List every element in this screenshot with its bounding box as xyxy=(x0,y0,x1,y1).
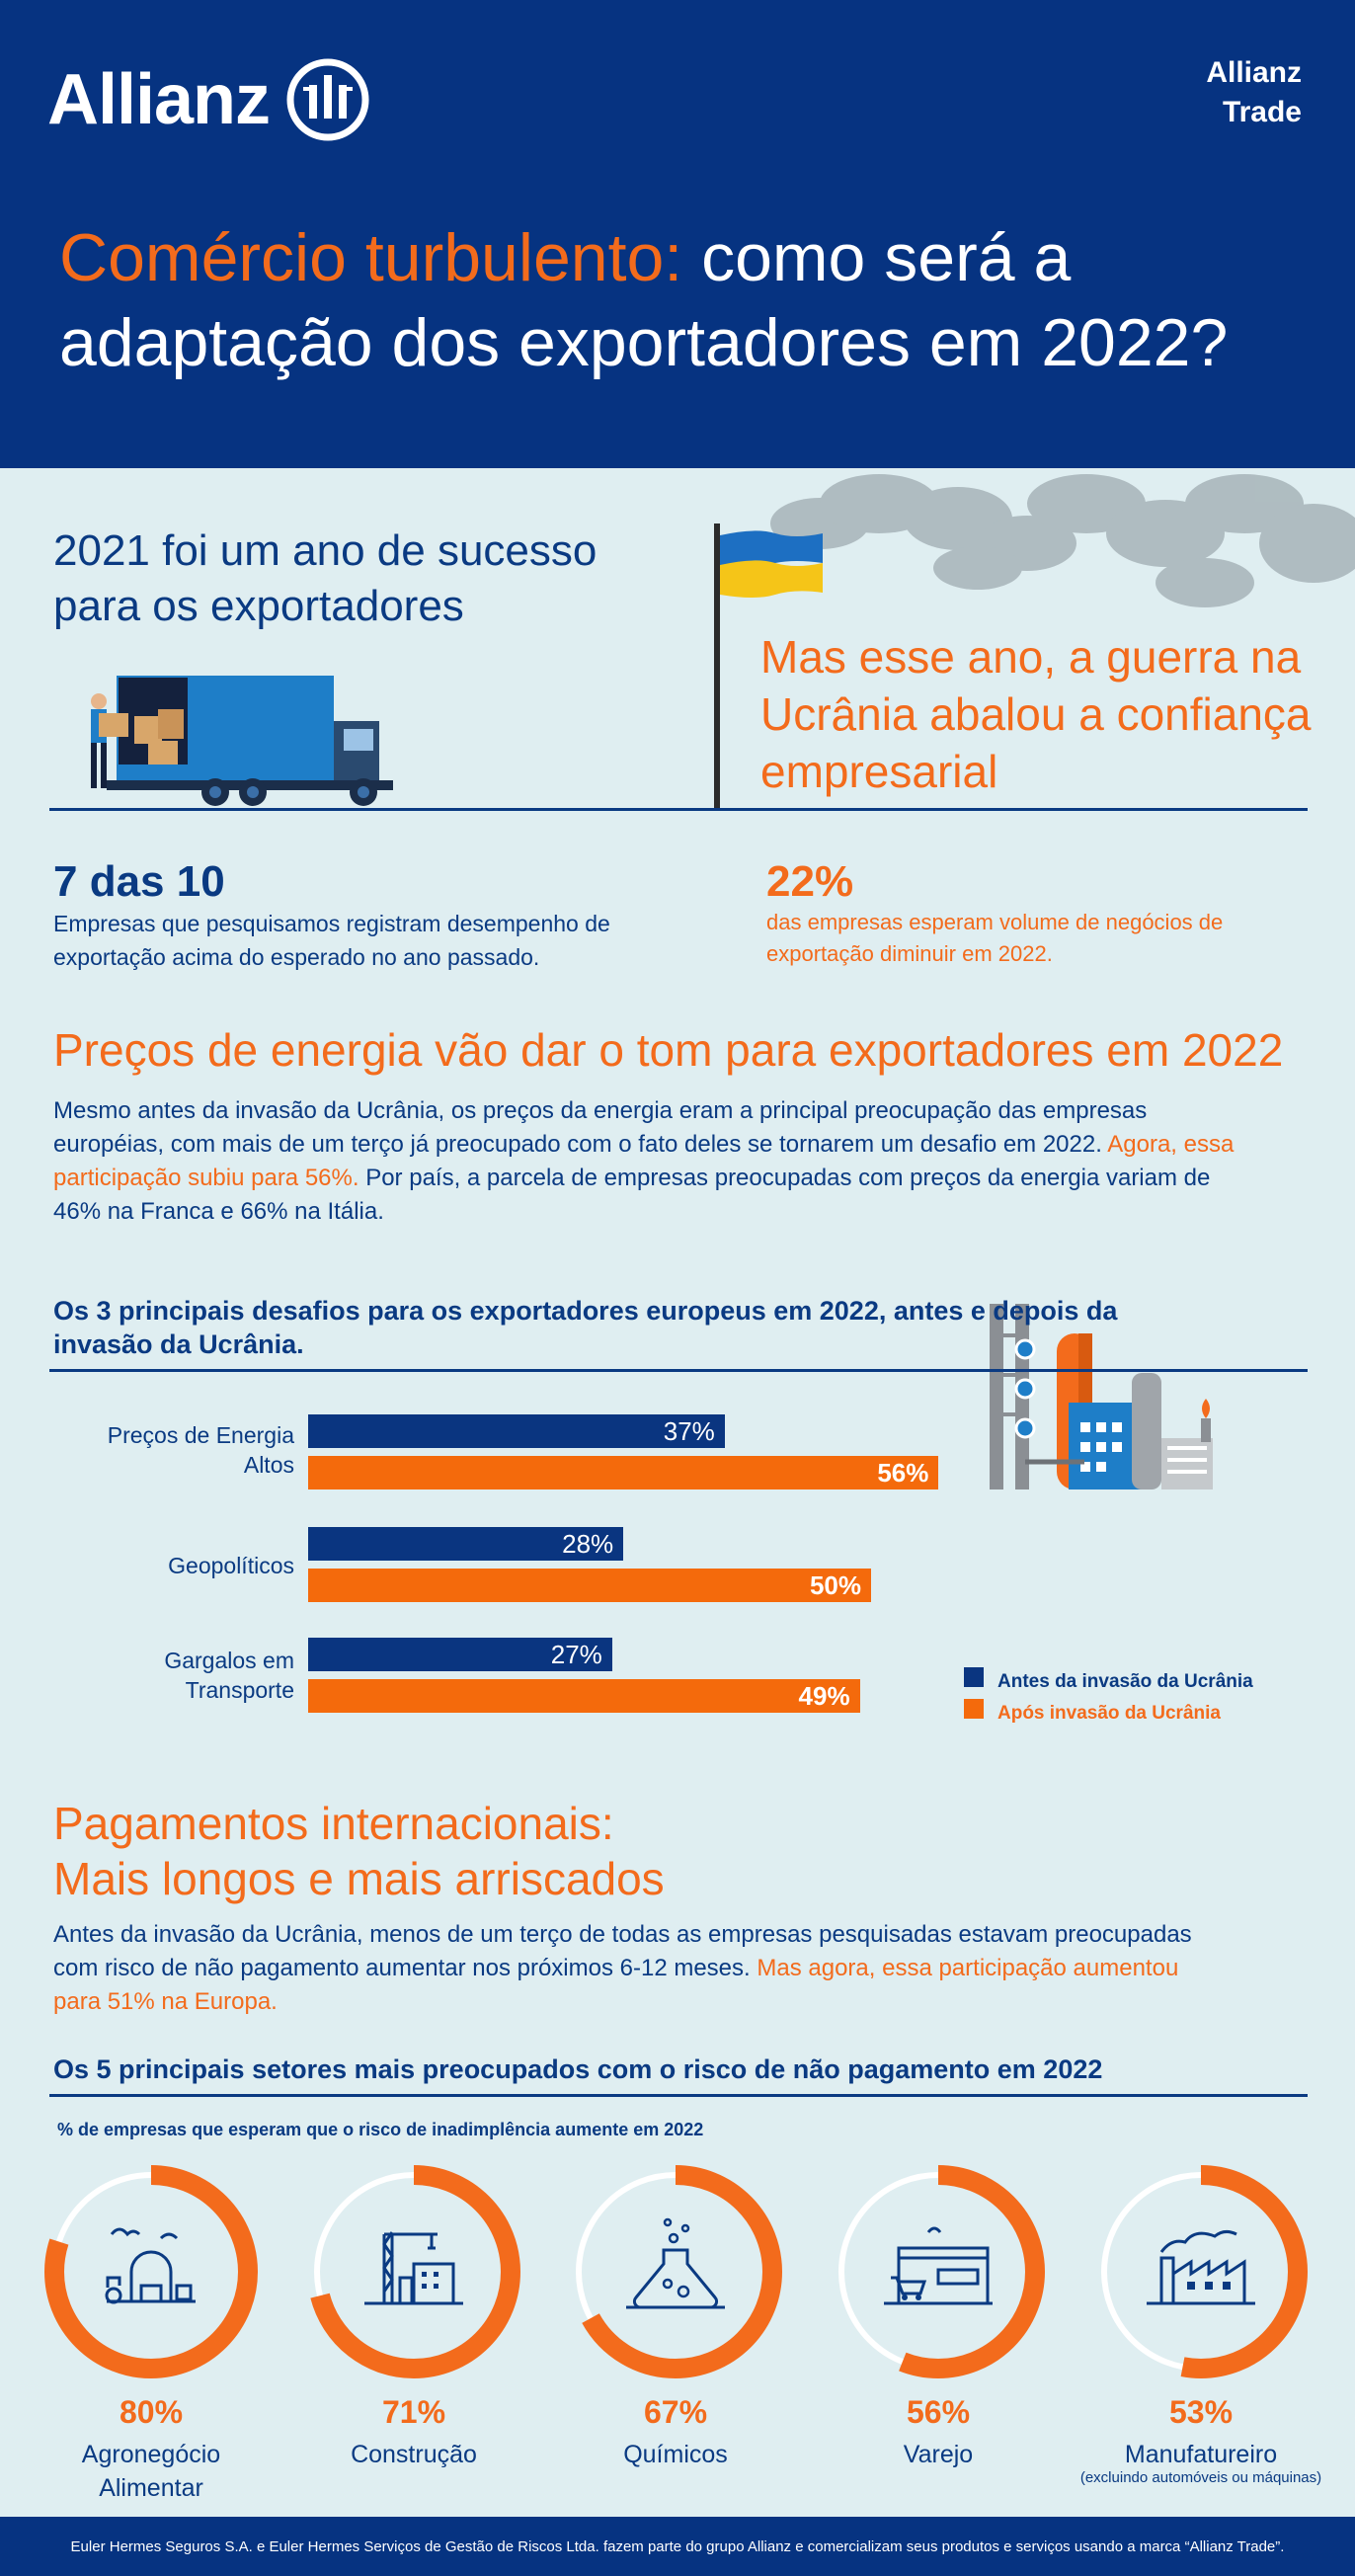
footer: Euler Hermes Seguros S.A. e Euler Hermes… xyxy=(0,2517,1355,2576)
legend-label-before: Antes da invasão da Ucrânia xyxy=(997,1671,1253,1692)
payments-paragraph: Antes da invasão da Ucrânia, menos de um… xyxy=(53,1918,1199,2019)
logo-text: Allianz xyxy=(47,60,271,139)
sector-donut xyxy=(44,2165,258,2378)
sectors-subtitle: % de empresas que esperam que o risco de… xyxy=(57,2120,704,2139)
sectors-title: Os 5 principais setores mais preocupados… xyxy=(53,2054,1103,2084)
sector-note: (excluindo automóveis ou máquinas) xyxy=(1079,2469,1322,2486)
sector-percent: 67% xyxy=(643,2394,708,2430)
payments-heading: Pagamentos internacionais: Mais longos e… xyxy=(53,1796,1238,1906)
construction-icon xyxy=(364,2231,463,2305)
payments-heading-line1: Pagamentos internacionais: xyxy=(53,1798,614,1849)
donut-fill xyxy=(569,2165,782,2378)
refinery-icon xyxy=(990,1304,1213,1489)
donut-fill xyxy=(832,2165,1045,2378)
bar-after: 49% xyxy=(308,1679,860,1713)
energy-heading: Preços de energia vão dar o tom para exp… xyxy=(53,1024,1284,1076)
stat-right-value: 22% xyxy=(766,857,854,906)
ukraine-flag-icon xyxy=(714,523,823,810)
chart-title: Os 3 principais desafios para os exporta… xyxy=(53,1296,1118,1359)
legend-swatch-after xyxy=(964,1699,984,1719)
bar-before: 28% xyxy=(308,1527,624,1561)
stat-left: 7 das 10 Empresas que pesquisamos regist… xyxy=(53,857,705,974)
sector-name: Manufatureiro xyxy=(1087,2438,1315,2471)
stat-left-text: Empresas que pesquisamos registram desem… xyxy=(53,911,610,970)
donut-fill xyxy=(44,2165,258,2378)
allianz-logo[interactable]: Allianz xyxy=(47,57,370,142)
stat-left-value: 7 das 10 xyxy=(53,857,225,906)
legend-label-after: Após invasão da Ucrânia xyxy=(997,1703,1221,1724)
bar-before: 27% xyxy=(308,1638,612,1671)
farm-icon xyxy=(105,2227,196,2304)
factory-icon xyxy=(1147,2229,1255,2305)
truck-icon xyxy=(91,676,393,806)
donut-fill xyxy=(1094,2165,1308,2378)
war-heading: Mas esse ano, a guerra na Ucrânia abalou… xyxy=(760,631,1312,797)
smoke-illustration xyxy=(770,474,1355,607)
sector-name: Varejo xyxy=(825,2438,1052,2471)
chart-category-label: Preços de Energia Altos xyxy=(40,1420,294,1480)
stat-right: 22% das empresas esperam volume de negóc… xyxy=(766,857,1319,970)
cat3-line2: Transporte xyxy=(185,1677,294,1703)
allianz-trade-brand: Allianz Trade xyxy=(1206,53,1302,132)
bar-value-label: 56% xyxy=(877,1458,929,1488)
energy-para-highlight: Agora, essa participação subiu para 56%. xyxy=(53,1131,1235,1191)
cat1-line2: Altos xyxy=(243,1452,294,1478)
bar-after: 56% xyxy=(308,1456,939,1489)
store-icon xyxy=(884,2226,993,2305)
bar-value-label: 28% xyxy=(562,1529,614,1559)
sector-name-line1: Manufatureiro xyxy=(1124,2441,1278,2468)
donut-fill xyxy=(307,2165,520,2378)
cat1-line1: Preços de Energia xyxy=(107,1422,294,1448)
success-heading: 2021 foi um ano de sucesso para os expor… xyxy=(53,526,598,630)
footer-text: Euler Hermes Seguros S.A. e Euler Hermes… xyxy=(70,2537,1285,2555)
header-banner: Allianz Allianz Trade Comércio turbulent… xyxy=(0,0,1355,468)
sector-name-line2: Alimentar xyxy=(99,2474,203,2502)
sector-donut xyxy=(832,2165,1045,2378)
payments-para-part1: Antes da invasão da Ucrânia, menos de um… xyxy=(53,1921,1192,1981)
sector-donut xyxy=(1094,2165,1308,2378)
sector-donut xyxy=(569,2165,782,2378)
sector-name-line1: Construção xyxy=(351,2441,477,2468)
sector-name: Químicos xyxy=(562,2438,789,2471)
sector-percent: 80% xyxy=(119,2394,184,2430)
sector-percent: 53% xyxy=(1168,2394,1234,2430)
title-rest: como será a adaptação dos exportadores e… xyxy=(59,220,1229,380)
cat3-line1: Gargalos em xyxy=(164,1648,294,1673)
page-title: Comércio turbulento: como será a adaptaç… xyxy=(59,215,1333,385)
sector-name: Agronegócio Alimentar xyxy=(38,2438,265,2505)
bar-value-label: 49% xyxy=(798,1681,850,1711)
allianz-eagle-icon xyxy=(286,58,369,141)
sector-name-line1: Agronegócio xyxy=(81,2441,221,2468)
sector-donut xyxy=(307,2165,520,2378)
cat2-line1: Geopolíticos xyxy=(168,1553,294,1578)
section-divider xyxy=(49,808,1308,811)
payments-para-highlight: Mas agora, essa participação aumentou pa… xyxy=(53,1955,1179,2015)
payments-heading-line2: Mais longos e mais arriscados xyxy=(53,1853,665,1904)
title-highlight: Comércio turbulento: xyxy=(59,220,683,295)
bar-value-label: 50% xyxy=(809,1570,861,1600)
sector-name: Construção xyxy=(300,2438,527,2471)
stat-right-text: das empresas esperam volume de negócios … xyxy=(766,910,1224,966)
chart-category-label: Gargalos em Transporte xyxy=(40,1646,294,1705)
energy-paragraph: Mesmo antes da invasão da Ucrânia, os pr… xyxy=(53,1094,1258,1229)
legend-swatch-before xyxy=(964,1667,984,1687)
bar-after: 50% xyxy=(308,1569,871,1602)
energy-para-part2: Por país, a parcela de empresas preocupa… xyxy=(53,1165,1211,1225)
sectors-divider xyxy=(49,2094,1308,2097)
bar-before: 37% xyxy=(308,1414,725,1448)
trade-line1: Allianz xyxy=(1206,56,1302,89)
sector-name-line1: Varejo xyxy=(903,2441,974,2468)
bar-value-label: 27% xyxy=(550,1640,602,1669)
sector-name-line1: Químicos xyxy=(623,2441,728,2468)
energy-para-part1: Mesmo antes da invasão da Ucrânia, os pr… xyxy=(53,1097,1148,1158)
flask-icon xyxy=(626,2217,725,2309)
sector-percent: 71% xyxy=(381,2394,446,2430)
bar-value-label: 37% xyxy=(663,1416,715,1446)
chart-divider xyxy=(49,1369,1308,1372)
sector-percent: 56% xyxy=(906,2394,971,2430)
chart-category-label: Geopolíticos xyxy=(40,1551,294,1580)
trade-line2: Trade xyxy=(1222,96,1302,128)
